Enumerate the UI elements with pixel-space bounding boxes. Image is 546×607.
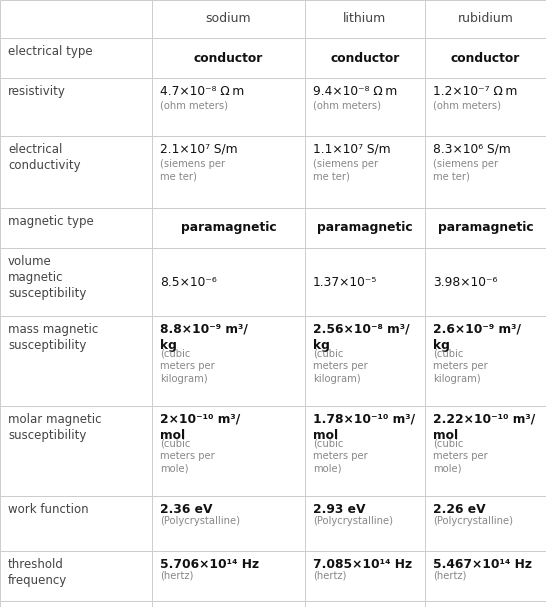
Text: work function: work function — [8, 503, 88, 516]
Text: conductor: conductor — [330, 52, 400, 64]
Text: (hertz): (hertz) — [160, 571, 193, 581]
Text: 2×10⁻¹⁰ m³/
mol: 2×10⁻¹⁰ m³/ mol — [160, 413, 240, 442]
Text: (ohm meters): (ohm meters) — [433, 101, 501, 111]
Text: (siemens per
me ter): (siemens per me ter) — [433, 159, 498, 181]
Text: paramagnetic: paramagnetic — [317, 222, 413, 234]
Text: electrical type: electrical type — [8, 45, 93, 58]
Text: (Polycrystalline): (Polycrystalline) — [433, 516, 513, 526]
Text: molar magnetic
susceptibility: molar magnetic susceptibility — [8, 413, 102, 442]
Text: (siemens per
me ter): (siemens per me ter) — [313, 159, 378, 181]
Text: 7.085×10¹⁴ Hz: 7.085×10¹⁴ Hz — [313, 558, 412, 571]
Text: paramagnetic: paramagnetic — [438, 222, 533, 234]
Text: (cubic
meters per
kilogram): (cubic meters per kilogram) — [160, 349, 215, 384]
Text: paramagnetic: paramagnetic — [181, 222, 276, 234]
Text: volume
magnetic
susceptibility: volume magnetic susceptibility — [8, 255, 86, 300]
Text: (cubic
meters per
kilogram): (cubic meters per kilogram) — [313, 349, 368, 384]
Text: 1.37×10⁻⁵: 1.37×10⁻⁵ — [313, 276, 377, 288]
Text: 8.3×10⁶ S/m: 8.3×10⁶ S/m — [433, 143, 511, 156]
Text: sodium: sodium — [206, 13, 251, 25]
Text: 9.4×10⁻⁸ Ω m: 9.4×10⁻⁸ Ω m — [313, 85, 397, 98]
Text: (ohm meters): (ohm meters) — [160, 101, 228, 111]
Text: 2.36 eV: 2.36 eV — [160, 503, 212, 516]
Text: conductor: conductor — [194, 52, 263, 64]
Text: threshold
frequency: threshold frequency — [8, 558, 67, 587]
Text: (Polycrystalline): (Polycrystalline) — [313, 516, 393, 526]
Text: 2.6×10⁻⁹ m³/
kg: 2.6×10⁻⁹ m³/ kg — [433, 323, 521, 352]
Text: 8.8×10⁻⁹ m³/
kg: 8.8×10⁻⁹ m³/ kg — [160, 323, 248, 352]
Text: (Polycrystalline): (Polycrystalline) — [160, 516, 240, 526]
Text: lithium: lithium — [343, 13, 387, 25]
Text: (cubic
meters per
mole): (cubic meters per mole) — [433, 439, 488, 474]
Text: 2.56×10⁻⁸ m³/
kg: 2.56×10⁻⁸ m³/ kg — [313, 323, 410, 352]
Text: 1.2×10⁻⁷ Ω m: 1.2×10⁻⁷ Ω m — [433, 85, 518, 98]
Text: 3.98×10⁻⁶: 3.98×10⁻⁶ — [433, 276, 497, 288]
Text: (cubic
meters per
mole): (cubic meters per mole) — [160, 439, 215, 474]
Text: 2.22×10⁻¹⁰ m³/
mol: 2.22×10⁻¹⁰ m³/ mol — [433, 413, 535, 442]
Text: rubidium: rubidium — [458, 13, 513, 25]
Text: (cubic
meters per
kilogram): (cubic meters per kilogram) — [433, 349, 488, 384]
Text: 4.7×10⁻⁸ Ω m: 4.7×10⁻⁸ Ω m — [160, 85, 244, 98]
Text: (hertz): (hertz) — [313, 571, 346, 581]
Text: (ohm meters): (ohm meters) — [313, 101, 381, 111]
Text: 5.706×10¹⁴ Hz: 5.706×10¹⁴ Hz — [160, 558, 259, 571]
Text: 2.26 eV: 2.26 eV — [433, 503, 485, 516]
Text: 2.1×10⁷ S/m: 2.1×10⁷ S/m — [160, 143, 238, 156]
Text: 2.93 eV: 2.93 eV — [313, 503, 365, 516]
Text: mass magnetic
susceptibility: mass magnetic susceptibility — [8, 323, 98, 352]
Text: 1.1×10⁷ S/m: 1.1×10⁷ S/m — [313, 143, 390, 156]
Text: (siemens per
me ter): (siemens per me ter) — [160, 159, 225, 181]
Text: electrical
conductivity: electrical conductivity — [8, 143, 81, 172]
Text: (hertz): (hertz) — [433, 571, 466, 581]
Text: resistivity: resistivity — [8, 85, 66, 98]
Text: 1.78×10⁻¹⁰ m³/
mol: 1.78×10⁻¹⁰ m³/ mol — [313, 413, 415, 442]
Text: 8.5×10⁻⁶: 8.5×10⁻⁶ — [160, 276, 217, 288]
Text: conductor: conductor — [451, 52, 520, 64]
Text: (cubic
meters per
mole): (cubic meters per mole) — [313, 439, 368, 474]
Text: magnetic type: magnetic type — [8, 215, 94, 228]
Text: 5.467×10¹⁴ Hz: 5.467×10¹⁴ Hz — [433, 558, 532, 571]
